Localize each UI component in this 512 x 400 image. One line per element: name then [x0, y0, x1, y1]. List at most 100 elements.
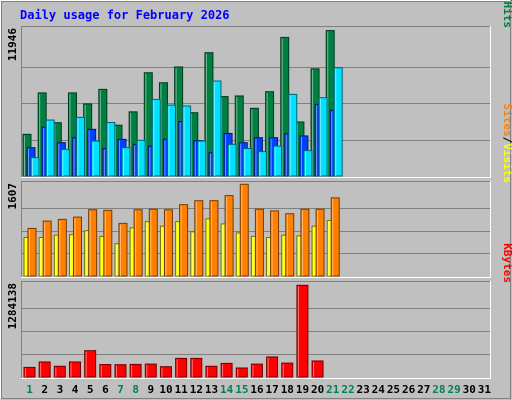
- x-tick-label: 6: [102, 383, 109, 396]
- bar-kbytes: [250, 363, 263, 378]
- x-tick-label: 13: [205, 383, 218, 396]
- bar-sites: [27, 227, 37, 277]
- legend-separator: /: [501, 0, 512, 2]
- x-tick-label: 2: [41, 383, 48, 396]
- x-tick-label: 18: [281, 383, 294, 396]
- bar-pages: [197, 140, 207, 177]
- panel-kbytes: [21, 281, 491, 379]
- bar-pages: [60, 148, 70, 177]
- bar-pages: [182, 105, 192, 177]
- bar-kbytes: [205, 365, 218, 378]
- panel-background: [21, 281, 491, 379]
- bar-pages: [227, 143, 237, 177]
- x-axis-labels: 1 2 3 4 5 6 7 8 9 10 11 12 13 14 15 16 17 18 19 20 21 22 23 24 2…: [26, 383, 491, 396]
- x-tick-label: 10: [159, 383, 172, 396]
- x-tick-label: 15: [235, 383, 248, 396]
- bar-sites: [57, 218, 67, 277]
- bar-pages: [30, 157, 40, 177]
- bar-kbytes: [23, 366, 36, 378]
- bar-sites: [42, 220, 52, 277]
- x-tick-label: 27: [417, 383, 430, 396]
- x-tick-label: 9: [148, 383, 155, 396]
- bar-pages: [75, 116, 85, 177]
- bar-sites: [315, 208, 325, 277]
- bar-pages: [91, 140, 101, 177]
- bar-kbytes: [159, 366, 172, 378]
- x-tick-label: 8: [132, 383, 139, 396]
- bar-sites: [194, 200, 204, 277]
- legend: Sites/Visits: [501, 104, 512, 184]
- bar-pages: [136, 139, 146, 177]
- x-tick-label: 29: [447, 383, 460, 396]
- panel-hits-files-pages: [21, 26, 491, 178]
- bar-sites: [179, 204, 189, 277]
- bar-kbytes: [296, 284, 309, 378]
- panel-visits-sites: [21, 181, 491, 278]
- bar-kbytes: [190, 357, 203, 378]
- bar-kbytes: [235, 367, 248, 378]
- x-tick-label: 21: [326, 383, 340, 396]
- legend-entry-sites: Sites: [501, 104, 512, 137]
- bar-kbytes: [99, 364, 112, 378]
- legend-separator: /: [501, 137, 512, 144]
- x-tick-label: 7: [117, 383, 124, 396]
- x-tick-label: 12: [190, 383, 203, 396]
- bar-pages: [121, 147, 131, 177]
- bar-kbytes: [175, 357, 188, 378]
- bar-kbytes: [38, 361, 51, 378]
- bar-sites: [330, 197, 340, 277]
- bar-kbytes: [84, 350, 97, 378]
- bar-pages: [273, 145, 283, 177]
- bar-kbytes: [281, 362, 294, 378]
- y-max-label: 1284138: [6, 283, 19, 329]
- bar-pages: [151, 98, 161, 177]
- bar-pages: [45, 119, 55, 177]
- bar-sites: [163, 209, 173, 277]
- x-tick-label: 16: [250, 383, 264, 396]
- bar-sites: [270, 210, 280, 277]
- x-tick-label: 31: [478, 383, 492, 396]
- x-tick-label: 24: [372, 383, 386, 396]
- x-tick-label: 19: [296, 383, 309, 396]
- legend: KBytes: [501, 243, 512, 283]
- bar-kbytes: [114, 364, 127, 378]
- bar-sites: [72, 216, 82, 277]
- bar-sites: [209, 200, 219, 277]
- bar-sites: [88, 209, 98, 277]
- bar-sites: [103, 209, 113, 277]
- x-tick-label: 1: [26, 383, 33, 396]
- legend: Pages/Files/Hits: [501, 0, 512, 28]
- bar-sites: [285, 213, 295, 277]
- bar-kbytes: [311, 360, 324, 378]
- bar-sites: [148, 208, 158, 277]
- bar-pages: [288, 93, 298, 177]
- bar-sites: [133, 209, 143, 277]
- bar-kbytes: [53, 365, 66, 378]
- x-tick-label: 20: [311, 383, 324, 396]
- bar-pages: [333, 67, 343, 177]
- bar-kbytes: [129, 363, 142, 378]
- x-tick-label: 22: [341, 383, 354, 396]
- x-tick-label: 4: [72, 383, 79, 396]
- bar-kbytes: [68, 361, 81, 378]
- bar-pages: [212, 80, 222, 177]
- x-tick-label: 30: [463, 383, 476, 396]
- legend-entry-hits: Hits: [501, 2, 512, 29]
- x-tick-label: 26: [402, 383, 416, 396]
- x-tick-label: 28: [432, 383, 445, 396]
- legend-entry-kbytes: KBytes: [501, 243, 512, 283]
- bar-sites: [224, 195, 234, 277]
- x-tick-label: 25: [387, 383, 400, 396]
- x-tick-label: 14: [220, 383, 234, 396]
- x-tick-label: 3: [57, 383, 64, 396]
- bar-pages: [242, 148, 252, 177]
- x-tick-label: 11: [175, 383, 189, 396]
- x-tick-label: 5: [87, 383, 94, 396]
- legend-entry-visits: Visits: [501, 143, 512, 183]
- bar-sites: [239, 183, 249, 277]
- y-max-label: 1607: [6, 183, 19, 210]
- bar-sites: [118, 222, 128, 277]
- bar-pages: [257, 151, 267, 177]
